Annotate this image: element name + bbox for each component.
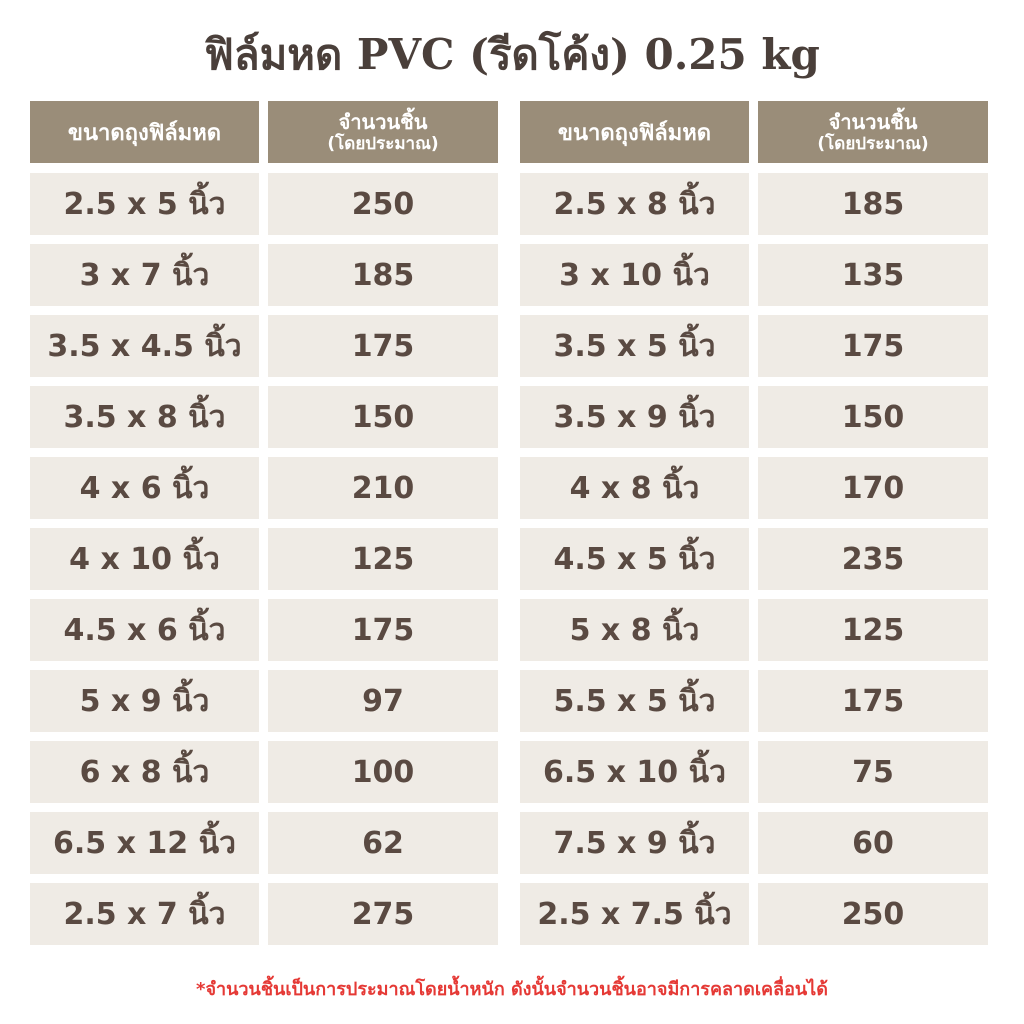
count-cell: 60	[758, 812, 988, 874]
count-cell: 275	[268, 883, 498, 945]
count-subheader-text: (โดยประมาณ)	[327, 134, 439, 154]
size-cell: 2.5 x 8 นิ้ว	[520, 173, 749, 235]
count-header-text: จำนวนชิ้น	[338, 110, 428, 134]
count-cell: 150	[268, 386, 498, 448]
size-cell: 5 x 8 นิ้ว	[520, 599, 749, 661]
count-cell: 185	[758, 173, 988, 235]
size-cell: 5 x 9 นิ้ว	[30, 670, 259, 732]
size-cell: 4 x 6 นิ้ว	[30, 457, 259, 519]
size-cell: 3.5 x 8 นิ้ว	[30, 386, 259, 448]
size-cell: 3.5 x 5 นิ้ว	[520, 315, 749, 377]
count-cell: 125	[758, 599, 988, 661]
size-cell: 3 x 10 นิ้ว	[520, 244, 749, 306]
size-cell: 2.5 x 5 นิ้ว	[30, 173, 259, 235]
count-cell: 250	[758, 883, 988, 945]
count-cell: 75	[758, 741, 988, 803]
size-cell: 7.5 x 9 นิ้ว	[520, 812, 749, 874]
count-cell: 175	[268, 599, 498, 661]
size-cell: 4 x 8 นิ้ว	[520, 457, 749, 519]
size-cell: 3.5 x 9 นิ้ว	[520, 386, 749, 448]
count-cell: 150	[758, 386, 988, 448]
count-cell: 135	[758, 244, 988, 306]
count-header: จำนวนชิ้น (โดยประมาณ)	[758, 101, 988, 163]
count-cell: 175	[758, 315, 988, 377]
count-cell: 185	[268, 244, 498, 306]
count-cell: 125	[268, 528, 498, 590]
size-header: ขนาดถุงฟิล์มหด	[30, 101, 259, 163]
size-cell: 5.5 x 5 นิ้ว	[520, 670, 749, 732]
count-cell: 175	[268, 315, 498, 377]
title: ฟิล์มหด PVC (รีดโค้ง) 0.25 kg	[204, 30, 820, 79]
count-cell: 175	[758, 670, 988, 732]
size-cell: 3.5 x 4.5 นิ้ว	[30, 315, 259, 377]
count-cell: 210	[268, 457, 498, 519]
size-cell: 3 x 7 นิ้ว	[30, 244, 259, 306]
count-header: จำนวนชิ้น (โดยประมาณ)	[268, 101, 498, 163]
size-cell: 6.5 x 10 นิ้ว	[520, 741, 749, 803]
count-cell: 235	[758, 528, 988, 590]
count-cell: 97	[268, 670, 498, 732]
size-cell: 4.5 x 5 นิ้ว	[520, 528, 749, 590]
size-cell: 6.5 x 12 นิ้ว	[30, 812, 259, 874]
footnote: *จำนวนชิ้นเป็นการประมาณโดยน้ำหนัก ดังนั้…	[196, 978, 828, 1000]
count-cell: 250	[268, 173, 498, 235]
size-cell: 6 x 8 นิ้ว	[30, 741, 259, 803]
size-cell: 2.5 x 7 นิ้ว	[30, 883, 259, 945]
count-cell: 62	[268, 812, 498, 874]
size-cell: 4.5 x 6 นิ้ว	[30, 599, 259, 661]
count-subheader-text: (โดยประมาณ)	[817, 134, 929, 154]
count-header-text: จำนวนชิ้น	[828, 110, 918, 134]
size-cell: 2.5 x 7.5 นิ้ว	[520, 883, 749, 945]
count-cell: 100	[268, 741, 498, 803]
count-cell: 170	[758, 457, 988, 519]
size-cell: 4 x 10 นิ้ว	[30, 528, 259, 590]
size-header: ขนาดถุงฟิล์มหด	[520, 101, 749, 163]
